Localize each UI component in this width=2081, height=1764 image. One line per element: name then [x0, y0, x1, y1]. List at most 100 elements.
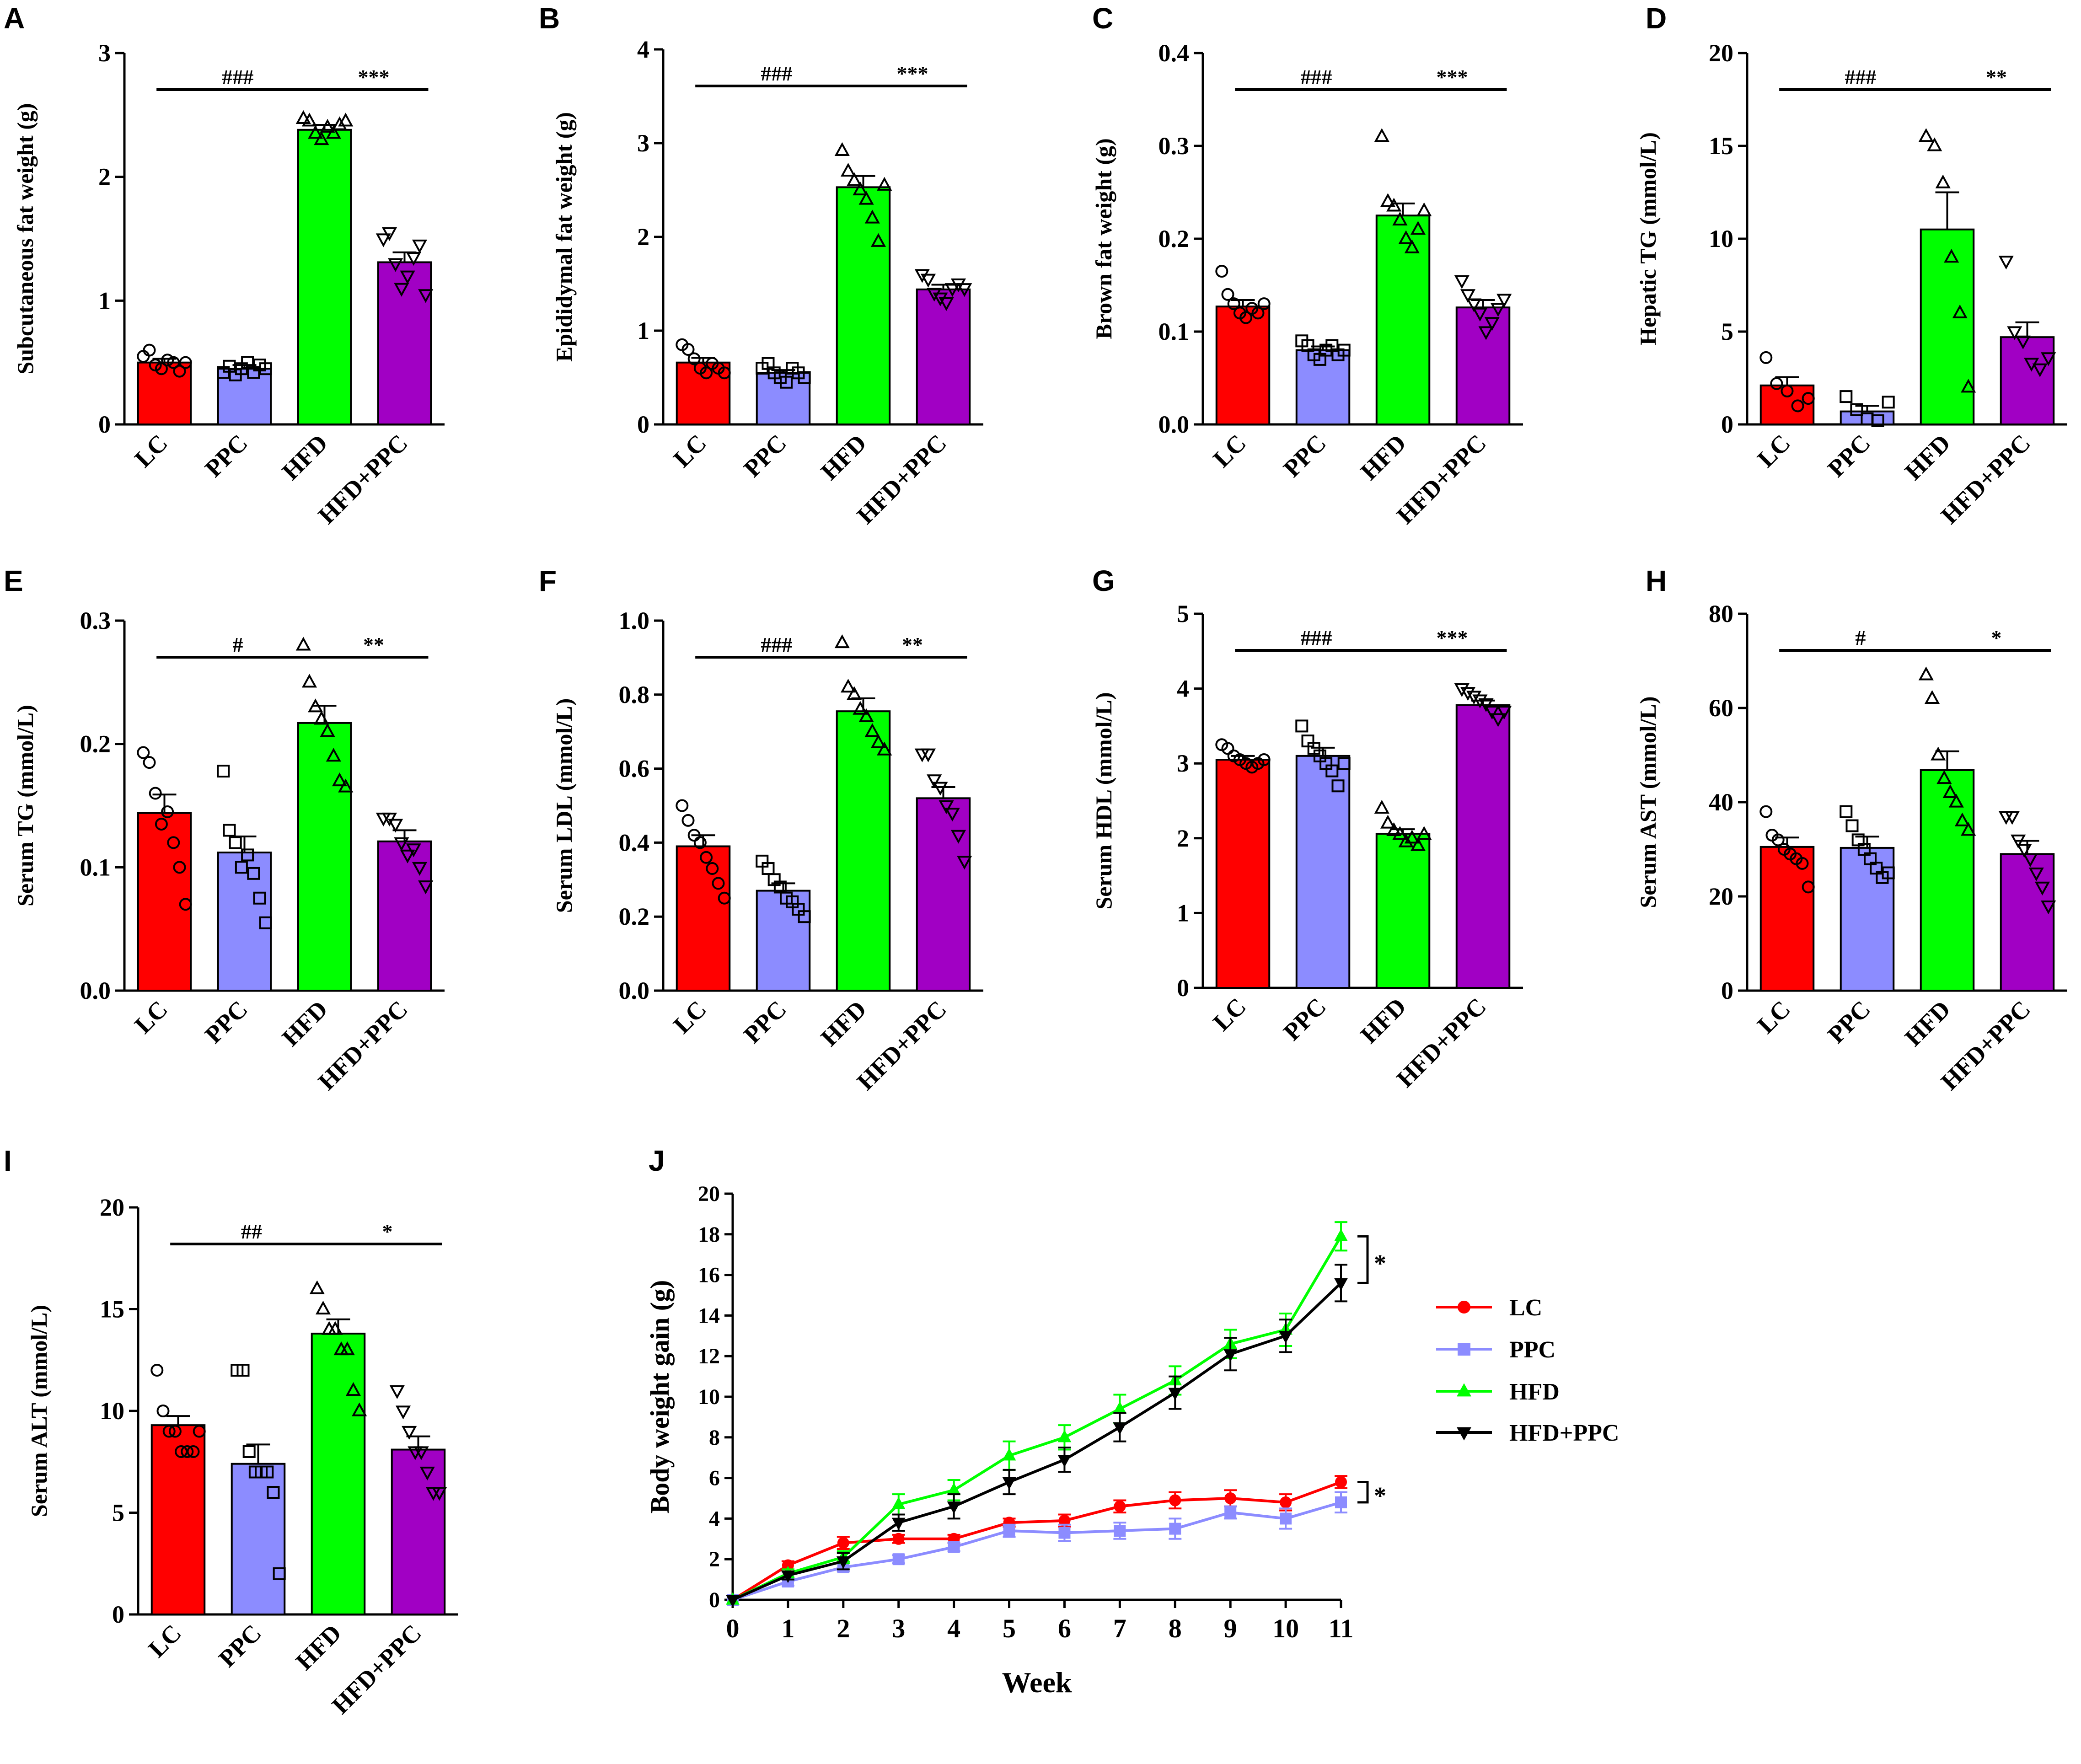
data-point	[1490, 303, 1506, 317]
data-point	[1003, 1525, 1015, 1537]
data-point	[173, 861, 186, 874]
data-point	[1224, 1492, 1237, 1504]
data-point	[1882, 396, 1895, 409]
data-point	[179, 356, 192, 369]
x-tick-label: LC	[129, 429, 173, 472]
data-point	[2017, 844, 2032, 858]
data-point	[1496, 294, 1512, 308]
legend-swatch-marker	[1457, 1427, 1471, 1441]
bar	[1840, 410, 1895, 426]
data-point	[712, 877, 725, 890]
data-point	[1169, 1523, 1181, 1535]
data-point	[155, 817, 168, 831]
y-tick-label: 0.0	[80, 977, 111, 1004]
data-point	[2032, 363, 2048, 377]
data-point	[308, 698, 323, 713]
significance-label: *	[1374, 1249, 1386, 1277]
bar	[676, 845, 731, 992]
data-point	[326, 748, 341, 762]
data-point	[167, 836, 180, 849]
data-point	[957, 283, 972, 297]
data-point	[700, 366, 713, 380]
data-point	[1374, 128, 1389, 142]
data-point	[418, 289, 434, 303]
data-point	[1936, 770, 1952, 784]
data-point	[352, 1402, 367, 1416]
data-point	[1280, 1512, 1292, 1525]
y-tick-label: 20	[100, 1194, 124, 1221]
data-point	[891, 1496, 906, 1509]
data-point	[891, 1517, 906, 1530]
bar	[2000, 336, 2055, 425]
significance-label: ###	[761, 633, 792, 656]
panel-letter: G	[1092, 564, 1115, 597]
y-tick-label: 4	[1177, 675, 1189, 702]
data-point	[870, 734, 886, 748]
data-point	[950, 830, 966, 844]
data-point	[676, 799, 689, 812]
y-tick-label: 14	[698, 1303, 720, 1328]
data-point	[242, 1445, 256, 1458]
data-point	[400, 849, 415, 863]
bar	[377, 840, 432, 992]
x-tick-label: LC	[668, 995, 712, 1039]
panel-letter: C	[1092, 2, 1113, 35]
data-point	[864, 209, 880, 224]
y-tick-label: 3	[98, 39, 111, 67]
x-tick-label: LC	[143, 1619, 187, 1662]
series-line-ppc	[732, 1501, 1341, 1601]
data-point	[301, 113, 317, 127]
data-point	[1257, 753, 1271, 767]
data-point	[308, 125, 323, 139]
bar	[137, 812, 192, 992]
data-point	[1845, 819, 1859, 832]
x-tick-label: PPC	[1278, 992, 1331, 1046]
data-point	[1454, 683, 1470, 697]
y-tick-label: 0.2	[619, 903, 650, 930]
significance-label: *	[1374, 1482, 1386, 1510]
data-point	[181, 1445, 194, 1458]
data-point	[175, 1445, 188, 1458]
data-point	[1224, 1507, 1237, 1519]
y-axis-label: Subcutaneous fat weight (g)	[12, 103, 38, 374]
data-point	[253, 891, 266, 905]
y-tick-label: 18	[698, 1222, 720, 1247]
data-point	[1961, 379, 1976, 393]
data-point	[1472, 694, 1488, 708]
data-point	[1484, 317, 1500, 331]
data-point	[1942, 784, 1958, 798]
y-axis-label: Brown fat weight (g)	[1091, 138, 1116, 339]
data-point	[320, 723, 335, 737]
y-tick-label: 4	[709, 1507, 720, 1531]
bar	[311, 1332, 366, 1615]
y-tick-label: 12	[698, 1344, 720, 1368]
data-point	[1961, 822, 1976, 836]
data-point	[1466, 298, 1482, 312]
data-point	[235, 861, 248, 874]
data-point	[1002, 1448, 1016, 1461]
y-axis-label: Serum HDL (mmol/L)	[1091, 692, 1116, 910]
y-tick-label: 80	[1709, 600, 1733, 627]
series-line-hfd	[732, 1235, 1342, 1601]
data-point	[1380, 193, 1396, 207]
y-tick-label: 10	[698, 1385, 720, 1409]
bar	[1759, 846, 1815, 992]
y-tick-label: 4	[637, 36, 649, 63]
bar	[377, 261, 432, 426]
data-point	[395, 1405, 411, 1420]
data-point	[419, 1466, 435, 1481]
bar	[756, 372, 811, 425]
data-point	[1484, 706, 1500, 720]
x-tick-label: PPC	[199, 429, 253, 483]
data-point	[1952, 304, 1968, 318]
y-tick-label: 0	[637, 411, 649, 438]
y-tick-label: 15	[1709, 132, 1733, 160]
data-point	[338, 778, 354, 793]
x-tick-label: 10	[1272, 1614, 1299, 1643]
data-point	[1918, 666, 1934, 681]
bar	[1295, 349, 1351, 425]
x-tick-label: 3	[892, 1614, 905, 1643]
y-tick-label: 1	[98, 287, 111, 314]
